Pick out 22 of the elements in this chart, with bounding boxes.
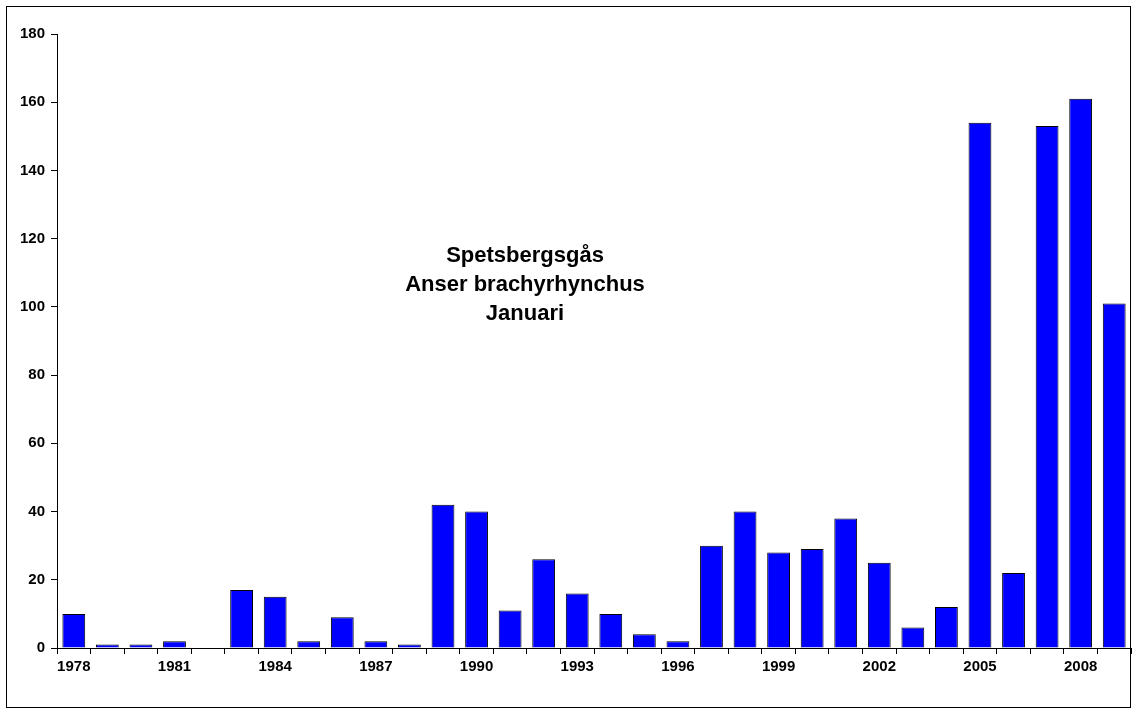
x-tick-label: 2002 (862, 657, 896, 675)
x-tick-label: 2008 (1063, 657, 1098, 675)
x-tick-label: 1987 (359, 657, 393, 675)
y-tick-label: 100 (20, 297, 46, 315)
y-tick-label: 0 (36, 638, 46, 656)
y-tick-label: 120 (20, 228, 46, 246)
x-tick-label: 1981 (157, 657, 192, 675)
y-tick-label: 80 (28, 365, 46, 383)
text: Spetsbergsgås Anser brachyrhynchus Januari (405, 241, 645, 327)
x-tick-label: 2005 (963, 657, 997, 675)
y-tick-label: 180 (20, 24, 46, 42)
y-tick-label: 160 (20, 92, 46, 110)
y-tick-label: 60 (28, 433, 46, 451)
y-tick-label: 20 (28, 569, 46, 587)
x-tick-label: 1990 (459, 657, 494, 675)
x-tick-label: 1999 (761, 657, 796, 675)
x-tick-label: 1984 (258, 657, 293, 675)
y-tick-label: 140 (20, 160, 46, 178)
x-tick-label: 1996 (661, 657, 695, 675)
x-tick-label: 1978 (57, 657, 91, 675)
y-tick-label: 40 (28, 501, 46, 519)
x-tick-label: 1993 (560, 657, 594, 675)
